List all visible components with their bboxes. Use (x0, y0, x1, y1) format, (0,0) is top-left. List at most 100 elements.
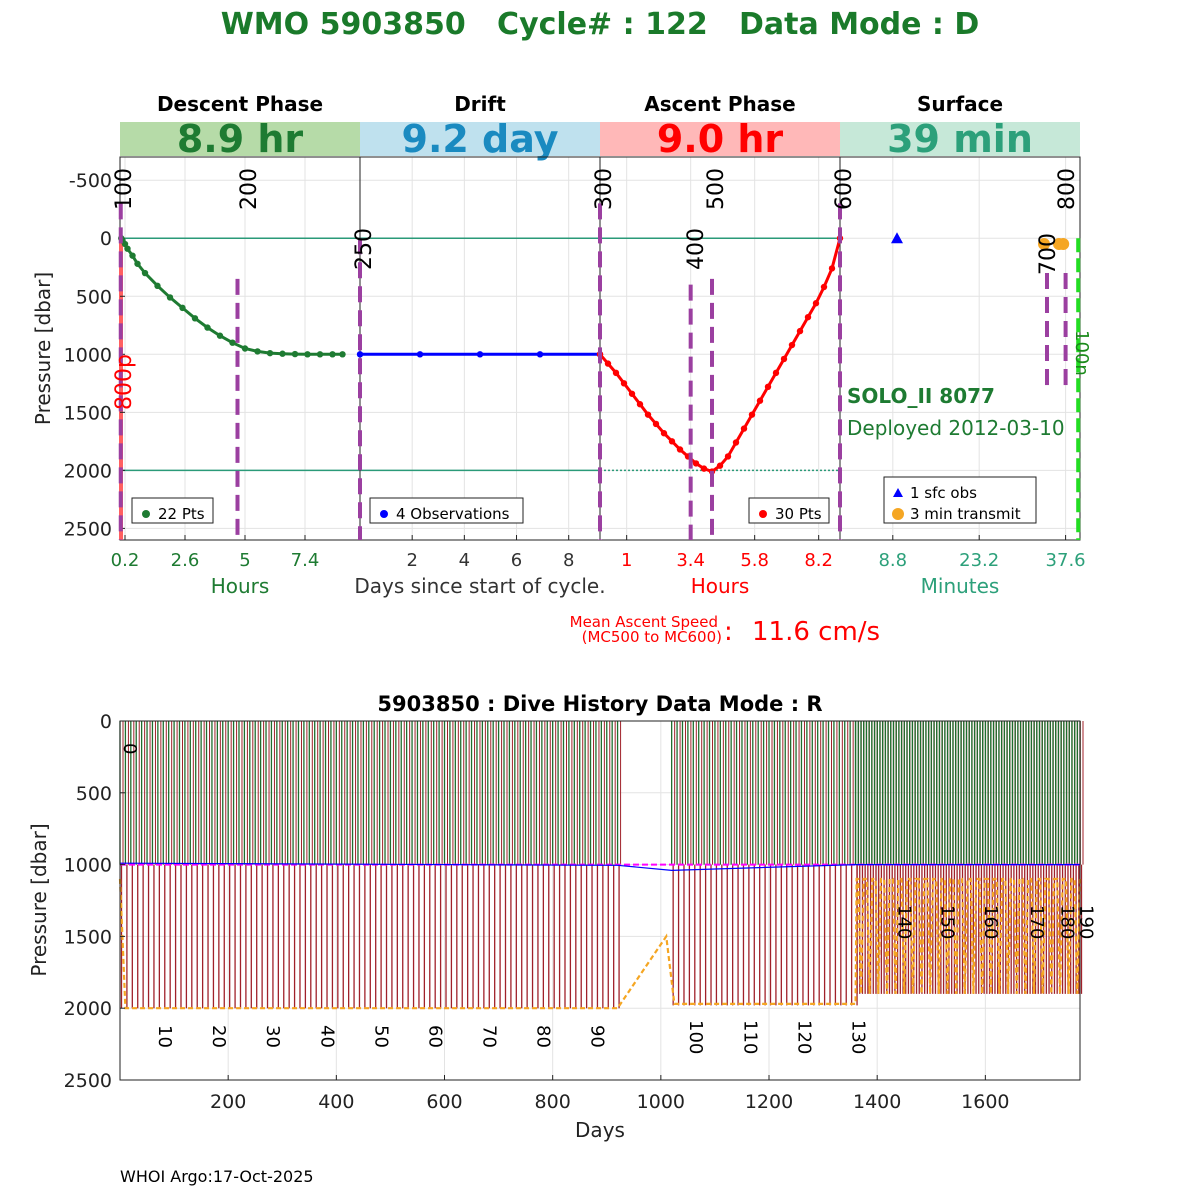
descent-point (154, 282, 161, 290)
phase-marker-label: 250 (352, 228, 377, 270)
legend-box (748, 497, 830, 524)
x-tick-label: 8 (563, 550, 574, 571)
legend-text: 1 sfc obs (910, 484, 977, 502)
ascent-point (620, 380, 628, 387)
legend-text: 4 Observations (396, 505, 510, 523)
cycle-number-label: 20 (208, 1025, 229, 1048)
phase-marker-label: 500 (704, 168, 729, 210)
descent-point (229, 339, 236, 346)
legend-marker (892, 508, 904, 520)
legend-text: 3 min transmit (910, 505, 1021, 523)
phase-title: Ascent Phase (644, 92, 795, 116)
y-tick-label: -500 (69, 170, 112, 192)
x-tick-label: 600 (426, 1091, 462, 1113)
legend-marker (142, 510, 150, 518)
descent-point (266, 349, 274, 357)
ascent-point (628, 390, 636, 397)
x-axis-label: Days since start of cycle. (354, 574, 605, 598)
x-tick-label: 1 (621, 550, 632, 571)
cycle-number-label: 10 (154, 1025, 175, 1048)
cycle-number-label: 90 (587, 1025, 608, 1048)
cycle-number-label: 50 (370, 1025, 391, 1048)
descent-point (129, 252, 136, 259)
phase-duration: 9.0 hr (657, 117, 784, 161)
main-title: WMO 5903850 Cycle# : 122 Data Mode : D (221, 7, 980, 42)
drift-point (536, 351, 544, 358)
ascent-point (804, 313, 812, 321)
ascent-point (652, 420, 660, 428)
y-tick-label: 1500 (64, 402, 112, 424)
legend-box (369, 497, 524, 524)
y-tick-label: 0 (100, 711, 112, 733)
x-tick-label: 5.8 (740, 550, 769, 571)
descent-point (316, 351, 324, 358)
x-tick-label: 2 (406, 550, 417, 571)
legend-text: 22 Pts (158, 505, 205, 523)
ascent-speed-value: 11.6 cm/s (752, 617, 880, 647)
descent-point (279, 350, 286, 357)
ascent-point (780, 355, 788, 363)
x-tick-label: 6 (511, 550, 522, 571)
descent-point (216, 332, 224, 339)
ascent-point (668, 438, 676, 445)
cycle-number-label: 70 (479, 1025, 500, 1048)
x-tick-label: 37.6 (1046, 550, 1086, 571)
y-tick-label: 2000 (64, 460, 112, 482)
phase-marker-label: 100 (112, 168, 137, 210)
cycle-number-label: 180 (1057, 905, 1078, 939)
descent-point (134, 260, 141, 267)
legend-text: 30 Pts (775, 505, 822, 523)
ascent-point (740, 425, 748, 432)
x-tick-label: 8.8 (878, 550, 907, 571)
ascent-profile-line (598, 237, 842, 474)
x-tick-label: 3.4 (676, 550, 705, 571)
cycle-number-label: 40 (316, 1025, 337, 1048)
float-model: SOLO_II 8077 (847, 384, 995, 408)
duration-band (600, 122, 840, 156)
descent-point (141, 269, 149, 277)
sfc-obs-marker (891, 232, 903, 244)
x-tick-label: 1600 (961, 1091, 1009, 1113)
transmit-marker (1057, 238, 1070, 251)
y-axis-label: Pressure [dbar] (27, 823, 51, 976)
phase-duration: 39 min (887, 117, 1033, 161)
cycle-number-label: 110 (739, 1020, 760, 1054)
plot-frame (119, 720, 1081, 1081)
ascent-point (772, 369, 780, 377)
descent-point (124, 245, 131, 252)
x-tick-label: 1400 (853, 1091, 901, 1113)
cycle-number-label: 160 (980, 905, 1001, 939)
y-tick-label: 1000 (64, 855, 112, 877)
x-tick-label: 23.2 (959, 550, 999, 571)
x-tick-label: 8.2 (804, 550, 833, 571)
duration-band (360, 122, 600, 156)
transmit-marker (1038, 238, 1050, 251)
x-tick-label: 200 (210, 1091, 246, 1113)
descent-point (179, 304, 186, 312)
descent-point (191, 315, 199, 322)
ascent-point (612, 369, 620, 377)
ascent-speed-caption: Mean Ascent Speed (570, 613, 718, 631)
ascent-point (748, 411, 756, 418)
phase-duration: 8.9 hr (177, 117, 304, 161)
cycle-number-label: 130 (847, 1020, 868, 1054)
panel-unit-label: Hours (211, 574, 270, 598)
x-tick-label: 2.6 (171, 550, 200, 571)
y-tick-label: 500 (76, 783, 112, 805)
legend-marker (893, 488, 903, 497)
phase-marker-label: 800 (1055, 168, 1080, 210)
ascent-point (764, 383, 772, 390)
cycle-number-label: 190 (1076, 905, 1097, 939)
legend-marker (759, 510, 767, 518)
ascent-point (644, 411, 652, 418)
y-axis-label: Pressure [dbar] (31, 272, 55, 425)
y-tick-label: 0 (100, 228, 112, 250)
footer-credit: WHOI Argo:17-Oct-2025 (120, 1167, 314, 1186)
ascent-point (692, 460, 700, 467)
x-tick-label: 5 (239, 550, 250, 571)
ascent-point (732, 439, 740, 446)
cycle-number-label: 60 (424, 1025, 445, 1048)
